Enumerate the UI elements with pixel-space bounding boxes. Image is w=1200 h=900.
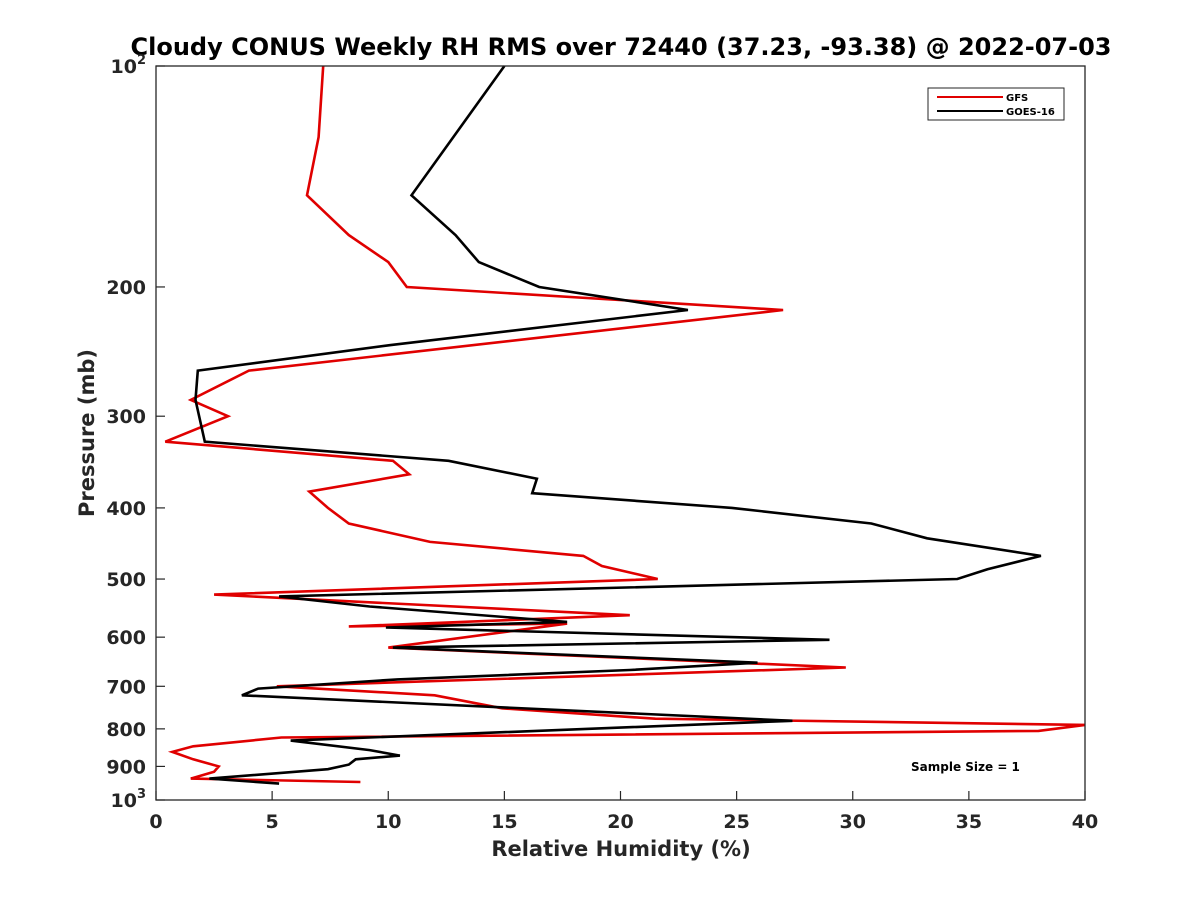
y-tick-label: 300 (106, 406, 146, 428)
x-tick-label: 5 (266, 811, 279, 833)
series-line-0 (164, 65, 1086, 784)
x-tick-label: 25 (723, 811, 749, 833)
y-tick-label: 102 (111, 53, 147, 78)
y-tick-label: 800 (106, 719, 146, 741)
y-axis: 102 200 300 400 500 600 700 800 900 103 (106, 53, 165, 812)
legend: GFS GOES-16 (927, 87, 1065, 121)
y-tick-label: 103 (111, 787, 147, 812)
x-tick-label: 35 (956, 811, 982, 833)
y-tick-label: 600 (106, 627, 146, 649)
y-tick-label: 200 (106, 277, 146, 299)
y-tick-label: 500 (106, 569, 146, 591)
x-axis: 0 5 10 15 20 25 30 35 40 (149, 791, 1098, 833)
sample-size-annotation: Sample Size = 1 (911, 760, 1020, 774)
x-axis-label: Relative Humidity (%) (491, 837, 750, 861)
x-tick-label: 40 (1072, 811, 1098, 833)
y-axis-label: Pressure (mb) (75, 349, 99, 517)
legend-box (927, 87, 1065, 121)
x-tick-label: 20 (607, 811, 633, 833)
x-tick-label: 30 (840, 811, 866, 833)
x-tick-label: 0 (149, 811, 162, 833)
y-tick-label: 900 (106, 756, 146, 778)
chart-title: Cloudy CONUS Weekly RH RMS over 72440 (3… (131, 33, 1112, 61)
x-tick-label: 10 (375, 811, 401, 833)
y-tick-label: 700 (106, 676, 146, 698)
legend-label-gfs: GFS (1006, 93, 1028, 104)
legend-label-goes16: GOES-16 (1006, 107, 1055, 118)
x-tick-label: 15 (491, 811, 517, 833)
y-tick-label: 400 (106, 498, 146, 520)
plot-area (155, 65, 1086, 801)
series-line-1 (194, 65, 1042, 785)
series-layer (164, 65, 1086, 785)
